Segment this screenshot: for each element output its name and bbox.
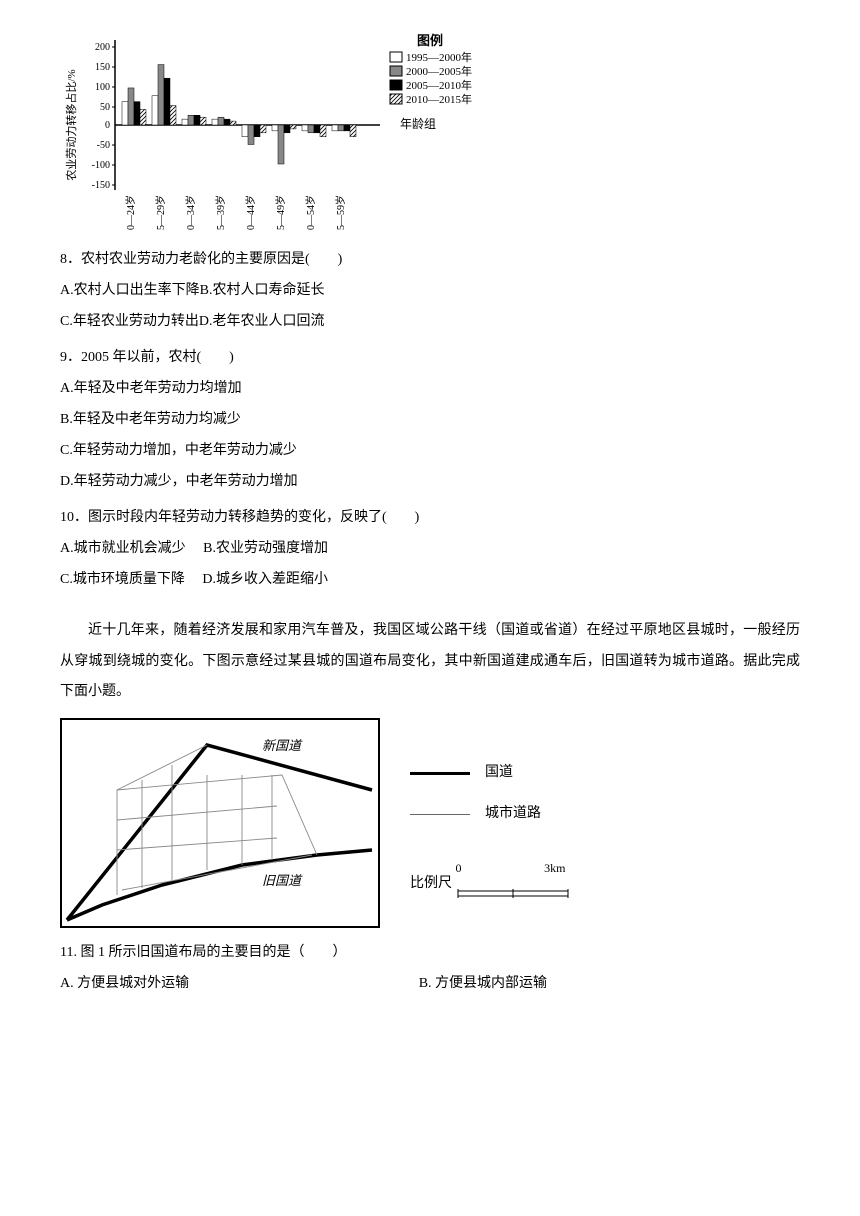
svg-text:1995—2000年: 1995—2000年	[406, 50, 472, 64]
svg-text:30—34岁: 30—34岁	[184, 195, 197, 230]
svg-text:-50: -50	[97, 140, 110, 151]
city-road-symbol	[410, 814, 470, 815]
scale-label: 比例尺	[410, 876, 452, 891]
q9-option-b: B.年轻及中老年劳动力均减少	[60, 405, 800, 436]
national-road-label: 国道	[485, 758, 513, 789]
svg-text:25—29岁: 25—29岁	[154, 195, 167, 230]
labor-migration-chart: 200 150 100 50 0 -50 -100 -150 农业劳动力转移占比…	[60, 30, 480, 230]
q10-text: 10．图示时段内年轻劳动力转移趋势的变化，反映了( )	[60, 503, 800, 534]
svg-text:-100: -100	[92, 160, 110, 171]
svg-text:-150: -150	[92, 180, 110, 191]
svg-text:0: 0	[105, 120, 110, 131]
svg-text:50: 50	[100, 102, 110, 113]
passage-text: 近十几年来，随着经济发展和家用汽车普及，我国区域公路干线（国道或省道）在经过平原…	[60, 616, 800, 708]
svg-text:2010—2015年: 2010—2015年	[406, 92, 472, 106]
question-10: 10．图示时段内年轻劳动力转移趋势的变化，反映了( ) A.城市就业机会减少 B…	[60, 503, 800, 595]
q8-option-c: C.年轻农业劳动力转出	[60, 314, 199, 329]
map-section: 新国道 旧国道 国道 城市道路 比例尺 0 3km	[60, 718, 800, 928]
q9-text: 9．2005 年以前，农村( )	[60, 343, 800, 374]
q11-option-b: B. 方便县城内部运输	[419, 969, 774, 1000]
q9-option-c: C.年轻劳动力增加，中老年劳动力减少	[60, 436, 800, 467]
scale-end: 3km	[544, 855, 565, 881]
svg-text:100: 100	[95, 82, 110, 93]
q8-option-a: A.农村人口出生率下降	[60, 283, 200, 298]
q11-option-a: A. 方便县城对外运输	[60, 969, 415, 1000]
national-road-symbol	[410, 772, 470, 775]
new-road-label: 新国道	[262, 738, 303, 753]
question-11: 11. 图 1 所示旧国道布局的主要目的是（ ） A. 方便县城对外运输 B. …	[60, 938, 800, 1000]
map-legend: 国道 城市道路 比例尺 0 3km	[410, 758, 571, 912]
q9-option-a: A.年轻及中老年劳动力均增加	[60, 374, 800, 405]
county-map: 新国道 旧国道	[60, 718, 380, 928]
chart-ylabel: 农业劳动力转移占比/%	[64, 69, 78, 180]
q10-option-d: D.城乡收入差距缩小	[202, 572, 328, 587]
legend-title: 图例	[417, 33, 443, 48]
scale-start: 0	[456, 855, 462, 881]
q8-option-d: D.老年农业人口回流	[199, 314, 325, 329]
question-8: 8．农村农业劳动力老龄化的主要原因是( ) A.农村人口出生率下降B.农村人口寿…	[60, 245, 800, 337]
svg-text:20—24岁: 20—24岁	[124, 195, 137, 230]
question-9: 9．2005 年以前，农村( ) A.年轻及中老年劳动力均增加 B.年轻及中老年…	[60, 343, 800, 497]
svg-text:50—54岁: 50—54岁	[304, 195, 317, 230]
q9-option-d: D.年轻劳动力减少，中老年劳动力增加	[60, 467, 800, 498]
q10-option-a: A.城市就业机会减少	[60, 541, 186, 556]
svg-text:150: 150	[95, 62, 110, 73]
q10-option-c: C.城市环境质量下降	[60, 572, 185, 587]
q10-option-b: B.农业劳动强度增加	[203, 541, 328, 556]
chart-xlabel: 年龄组	[400, 117, 436, 131]
svg-text:35—39岁: 35—39岁	[214, 195, 227, 230]
svg-text:200: 200	[95, 42, 110, 53]
svg-text:2005—2010年: 2005—2010年	[406, 78, 472, 92]
svg-text:55—59岁: 55—59岁	[334, 195, 347, 230]
q8-option-b: B.农村人口寿命延长	[200, 283, 325, 298]
city-road-label: 城市道路	[485, 799, 541, 830]
q11-text: 11. 图 1 所示旧国道布局的主要目的是（ ）	[60, 938, 800, 969]
svg-text:40—44岁: 40—44岁	[244, 195, 257, 230]
old-road-label: 旧国道	[262, 873, 303, 888]
svg-text:45—49岁: 45—49岁	[274, 195, 287, 230]
svg-text:2000—2005年: 2000—2005年	[406, 64, 472, 78]
q8-text: 8．农村农业劳动力老龄化的主要原因是( )	[60, 245, 800, 276]
